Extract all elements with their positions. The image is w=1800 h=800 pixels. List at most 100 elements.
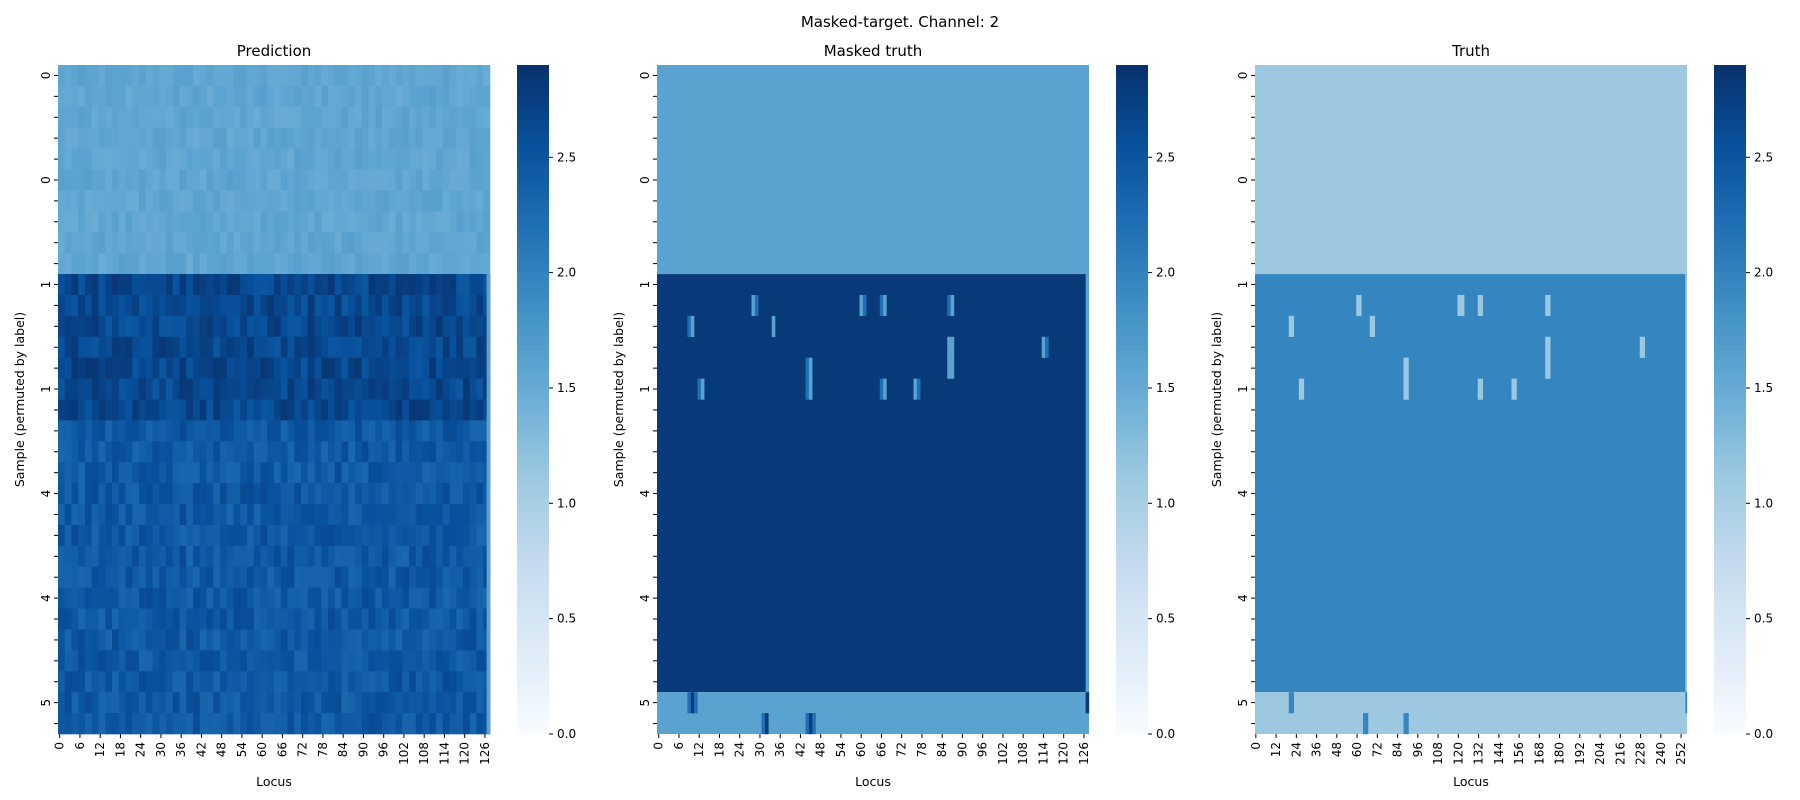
colorbar-segment xyxy=(1714,449,1746,456)
heatmap-cell xyxy=(328,420,336,442)
heatmap-cell xyxy=(260,357,268,379)
heatmap-cell xyxy=(220,106,228,129)
x-tick-label: 36 xyxy=(1310,742,1324,757)
colorbar-segment xyxy=(1714,444,1746,451)
heatmap-cell xyxy=(287,608,295,630)
heatmap-cell xyxy=(206,65,214,87)
heatmap-cell xyxy=(274,190,282,212)
heatmap-cell xyxy=(314,294,322,317)
heatmap-cell xyxy=(429,692,437,714)
heatmap-cell xyxy=(388,169,396,191)
colorbar-segment xyxy=(1116,655,1148,663)
heatmap-cell xyxy=(469,441,477,463)
heatmap-cell xyxy=(1548,336,1551,358)
heatmap-cell xyxy=(307,169,315,191)
heatmap-cell xyxy=(267,545,275,568)
heatmap-cell xyxy=(429,587,437,609)
heatmap-cell xyxy=(145,399,153,421)
heatmap-cell xyxy=(402,294,410,317)
colorbar-segment xyxy=(1714,198,1746,205)
heatmap-cell xyxy=(85,545,93,568)
heatmap-cell xyxy=(382,315,390,338)
heatmap-cell xyxy=(355,85,363,108)
heatmap-cell xyxy=(152,232,160,254)
colorbar-segment xyxy=(1714,639,1746,646)
heatmap-cell xyxy=(240,336,248,358)
heatmap-cell xyxy=(334,274,342,296)
colorbar-segment xyxy=(517,248,549,256)
heatmap-cell xyxy=(179,671,187,693)
heatmap-cell xyxy=(233,524,241,547)
heatmap-cell xyxy=(456,524,464,547)
heatmap-cell xyxy=(78,65,86,87)
heatmap-cell xyxy=(118,169,126,191)
heatmap-cell xyxy=(294,566,302,588)
colorbar-segment xyxy=(1714,416,1746,423)
heatmap-cell xyxy=(301,504,309,526)
heatmap-cell xyxy=(280,608,288,630)
colorbar-segment xyxy=(1116,511,1148,518)
heatmap-cell xyxy=(193,692,201,714)
heatmap-cell xyxy=(294,294,302,317)
heatmap-cell xyxy=(280,483,288,505)
heatmap-cell xyxy=(85,211,93,233)
heatmap-cell xyxy=(1477,378,1480,400)
colorbar-segment xyxy=(1116,327,1148,334)
colorbar-segment xyxy=(1116,98,1148,105)
heatmap-cell xyxy=(382,253,390,275)
heatmap-cell xyxy=(334,315,342,338)
heatmap-cell xyxy=(436,169,444,191)
heatmap-cell xyxy=(226,211,234,233)
heatmap-cell xyxy=(314,671,322,693)
heatmap-cell xyxy=(193,399,201,421)
heatmap-cell xyxy=(287,274,295,296)
colorbar-segment xyxy=(1116,706,1148,713)
heatmap-cell xyxy=(274,650,282,672)
heatmap-cell xyxy=(58,671,66,693)
heatmap-cell xyxy=(240,232,248,254)
colorbar-segment xyxy=(517,421,549,428)
heatmap-cell xyxy=(280,524,288,547)
heatmap-cell xyxy=(220,671,228,693)
heatmap-cell xyxy=(193,524,201,547)
heatmap-cell xyxy=(328,357,336,379)
heatmap-cell xyxy=(368,211,376,233)
heatmap-cell xyxy=(186,294,194,317)
heatmap-cell xyxy=(859,294,864,317)
heatmap-cell xyxy=(125,190,133,212)
heatmap-cell xyxy=(193,504,201,526)
heatmap-cell xyxy=(105,336,113,358)
heatmap-cell xyxy=(220,608,228,630)
colorbar-segment xyxy=(1116,120,1148,127)
heatmap-cell xyxy=(463,420,471,442)
heatmap-cell xyxy=(355,274,363,296)
heatmap-cells xyxy=(657,65,1090,735)
heatmap-cell xyxy=(186,713,194,735)
heatmap-cell xyxy=(78,441,86,463)
heatmap-cell xyxy=(395,504,403,526)
heatmap-region xyxy=(1255,274,1687,693)
heatmap-cell xyxy=(199,127,207,149)
heatmap-cell xyxy=(287,483,295,505)
heatmap-cell xyxy=(91,608,99,630)
heatmap-cell xyxy=(152,671,160,693)
colorbar-segment xyxy=(1714,477,1746,484)
heatmap-cell xyxy=(233,169,241,191)
heatmap-cell xyxy=(220,378,228,400)
x-tick-label: 108 xyxy=(1016,742,1030,765)
heatmap-cell xyxy=(476,211,484,233)
heatmap-cell xyxy=(415,420,423,442)
heatmap-cell xyxy=(267,336,275,358)
heatmap-cell xyxy=(179,462,187,484)
heatmap-cell xyxy=(91,629,99,651)
heatmap-cell xyxy=(307,462,315,484)
heatmap-cell xyxy=(105,399,113,421)
heatmap-cell xyxy=(483,169,491,191)
colorbar-segment xyxy=(1714,589,1746,596)
heatmap-cell xyxy=(166,294,174,317)
heatmap-cell xyxy=(301,106,309,129)
heatmap-cell xyxy=(422,483,430,505)
heatmap-cell xyxy=(139,462,147,484)
heatmap-cell xyxy=(206,378,214,400)
heatmap-cell xyxy=(409,169,417,191)
